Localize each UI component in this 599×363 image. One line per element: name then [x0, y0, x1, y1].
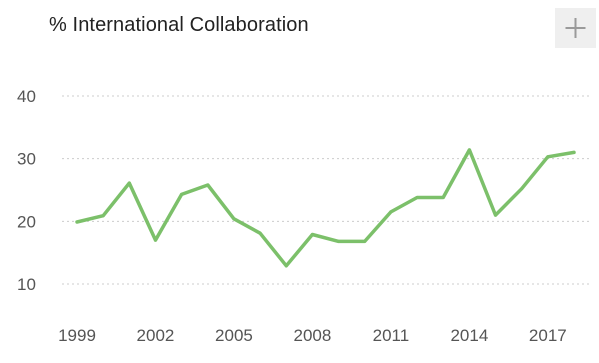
data-point	[546, 155, 550, 159]
x-tick-label: 2017	[529, 326, 567, 345]
data-point	[389, 210, 393, 214]
data-point	[494, 213, 498, 217]
x-tick-label: 1999	[58, 326, 96, 345]
series-line	[75, 148, 576, 268]
expand-button[interactable]	[555, 8, 596, 48]
data-point	[258, 231, 262, 235]
data-point	[310, 232, 314, 236]
data-point	[572, 150, 576, 154]
plus-icon	[565, 18, 586, 38]
x-tick-label: 2011	[373, 326, 410, 345]
x-axis: 1999 2002 2005 2008 2011 2014 2017	[58, 326, 567, 345]
x-tick-label: 2005	[215, 326, 253, 345]
x-tick-label: 2008	[294, 326, 332, 345]
y-tick-label: 10	[17, 275, 36, 294]
grid	[62, 95, 592, 285]
data-point	[337, 239, 341, 243]
data-point	[75, 220, 79, 224]
data-point	[284, 264, 288, 268]
data-point	[467, 148, 471, 152]
data-point	[127, 181, 131, 185]
y-tick-label: 20	[17, 212, 36, 231]
series	[75, 148, 576, 268]
data-point	[206, 183, 210, 187]
data-point	[101, 214, 105, 218]
data-point	[520, 187, 524, 191]
y-tick-label: 40	[17, 87, 36, 106]
chart-title: % International Collaboration	[49, 14, 309, 36]
y-axis: 10 20 30 40	[17, 87, 36, 294]
data-point	[232, 217, 236, 221]
data-point	[180, 192, 184, 196]
data-point	[441, 196, 445, 200]
data-point	[363, 239, 367, 243]
x-tick-label: 2014	[450, 326, 488, 345]
x-tick-label: 2002	[137, 326, 175, 345]
data-point	[153, 238, 157, 242]
data-point	[415, 196, 419, 200]
y-tick-label: 30	[17, 150, 36, 169]
